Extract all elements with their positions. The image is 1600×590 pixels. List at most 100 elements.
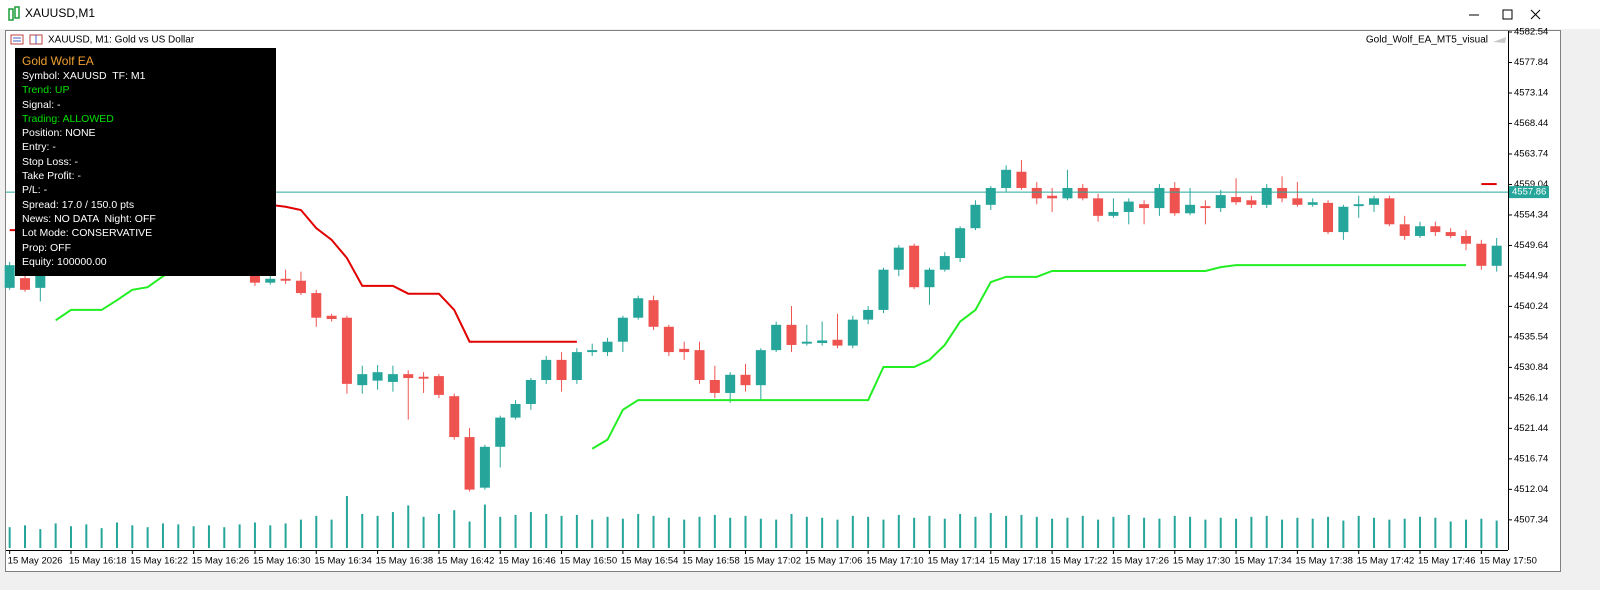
title-bar xyxy=(0,0,1600,29)
y-tick-label: 4526.14 xyxy=(1514,392,1548,403)
candle-body xyxy=(1491,245,1502,266)
y-tick-label: 4568.44 xyxy=(1514,118,1548,129)
volume-bar xyxy=(851,515,854,548)
candle-body xyxy=(449,396,460,438)
x-tick-label: 15 May 17:46 xyxy=(1418,556,1476,567)
volume-bar xyxy=(1112,516,1115,548)
y-tick-label: 4516.74 xyxy=(1514,453,1548,464)
volume-bar xyxy=(85,524,88,548)
candle-body xyxy=(740,374,751,386)
candle-body xyxy=(1338,206,1349,233)
volume-bar xyxy=(253,522,256,548)
candle-body xyxy=(725,374,736,393)
candle-body xyxy=(464,437,475,490)
indicator-label: Gold_Wolf_EA_MT5_visual xyxy=(1366,35,1488,46)
x-tick-label: 15 May 17:26 xyxy=(1111,556,1169,567)
volume-bar xyxy=(115,522,118,548)
candle-body xyxy=(1292,198,1303,205)
candle-body xyxy=(326,315,337,320)
y-tick-label: 4563.74 xyxy=(1514,148,1548,159)
candle-body xyxy=(1139,204,1150,209)
volume-bar xyxy=(836,519,839,548)
volume-bar xyxy=(315,515,318,548)
volume-bar xyxy=(1066,517,1069,548)
candle-body xyxy=(525,379,536,404)
y-tick-label: 4521.44 xyxy=(1514,423,1548,434)
x-tick-label: 15 May 17:06 xyxy=(805,556,863,567)
candle-body xyxy=(1215,195,1226,209)
x-tick-label: 15 May 17:50 xyxy=(1479,556,1537,567)
x-tick-label: 15 May 16:42 xyxy=(437,556,495,567)
volume-bar xyxy=(652,515,655,548)
candle-body xyxy=(863,309,874,320)
candle-body xyxy=(633,298,644,318)
volume-bar xyxy=(1434,517,1437,548)
candle-body xyxy=(1384,198,1395,225)
panel-line: Stop Loss: - xyxy=(22,155,79,168)
volume-bar xyxy=(437,513,440,548)
candle-body xyxy=(817,340,828,344)
candle-body xyxy=(1476,243,1487,266)
y-tick-label: 4549.64 xyxy=(1514,240,1548,251)
ea-icon xyxy=(1493,37,1506,43)
volume-bar xyxy=(269,525,272,548)
volume-bar xyxy=(713,514,716,548)
volume-bar xyxy=(1204,519,1207,548)
y-tick-label: 4559.04 xyxy=(1514,179,1548,190)
volume-bar xyxy=(483,504,486,548)
volume-bar xyxy=(775,519,778,548)
volume-bar xyxy=(913,517,916,548)
volume-bar xyxy=(805,516,808,548)
candle-body xyxy=(1154,187,1165,209)
volume-bar xyxy=(637,513,640,548)
volume-bar xyxy=(1097,519,1100,548)
candle-body xyxy=(648,300,659,327)
panel-line: Equity: 100000.00 xyxy=(22,255,107,268)
maximize-button[interactable] xyxy=(1502,9,1513,20)
y-tick-label: 4582.54 xyxy=(1514,27,1548,38)
volume-bar xyxy=(391,512,394,548)
candle-body xyxy=(541,359,552,380)
candle-body xyxy=(878,269,889,310)
volume-bar xyxy=(23,525,26,548)
volume-bar xyxy=(1342,520,1345,548)
volume-bar xyxy=(974,516,977,548)
candle-body xyxy=(357,374,368,386)
volume-bar xyxy=(1051,518,1054,548)
volume-bar xyxy=(698,516,701,548)
candle-body xyxy=(387,374,398,382)
volume-bar xyxy=(39,529,42,548)
candle-body xyxy=(1369,198,1380,205)
volume-bar xyxy=(928,515,931,548)
panel-line: Prop: OFF xyxy=(22,241,72,254)
candle-body xyxy=(1323,202,1334,233)
candle-body xyxy=(1062,187,1073,199)
candle-body xyxy=(556,359,567,380)
volume-bar xyxy=(882,519,885,548)
volume-bar xyxy=(207,525,210,548)
x-tick-label: 15 May 16:38 xyxy=(376,556,434,567)
volume-bar xyxy=(621,518,624,548)
x-tick-label: 15 May 17:14 xyxy=(927,556,985,567)
x-tick-label: 15 May 16:22 xyxy=(130,556,188,567)
candle-body xyxy=(801,341,812,344)
volume-bar xyxy=(867,516,870,548)
candle-body xyxy=(1461,235,1472,244)
panel-line: Trading: ALLOWED xyxy=(22,112,114,125)
volume-bar xyxy=(407,505,410,548)
volume-bar xyxy=(1388,519,1391,548)
volume-bar xyxy=(989,513,992,548)
volume-bar xyxy=(330,519,333,548)
x-tick-label: 15 May 17:02 xyxy=(744,556,802,567)
x-tick-label: 15 May 17:22 xyxy=(1050,556,1108,567)
x-tick-label: 15 May 16:34 xyxy=(314,556,372,567)
volume-bar xyxy=(821,517,824,548)
candle-body xyxy=(1430,226,1441,233)
candle-body xyxy=(1399,224,1410,236)
x-tick-label: 15 May 16:26 xyxy=(192,556,250,567)
candle-body xyxy=(280,278,291,281)
volume-bar xyxy=(959,513,962,548)
close-button[interactable] xyxy=(1530,9,1541,20)
candle-body xyxy=(985,187,996,205)
volume-bar xyxy=(683,519,686,548)
